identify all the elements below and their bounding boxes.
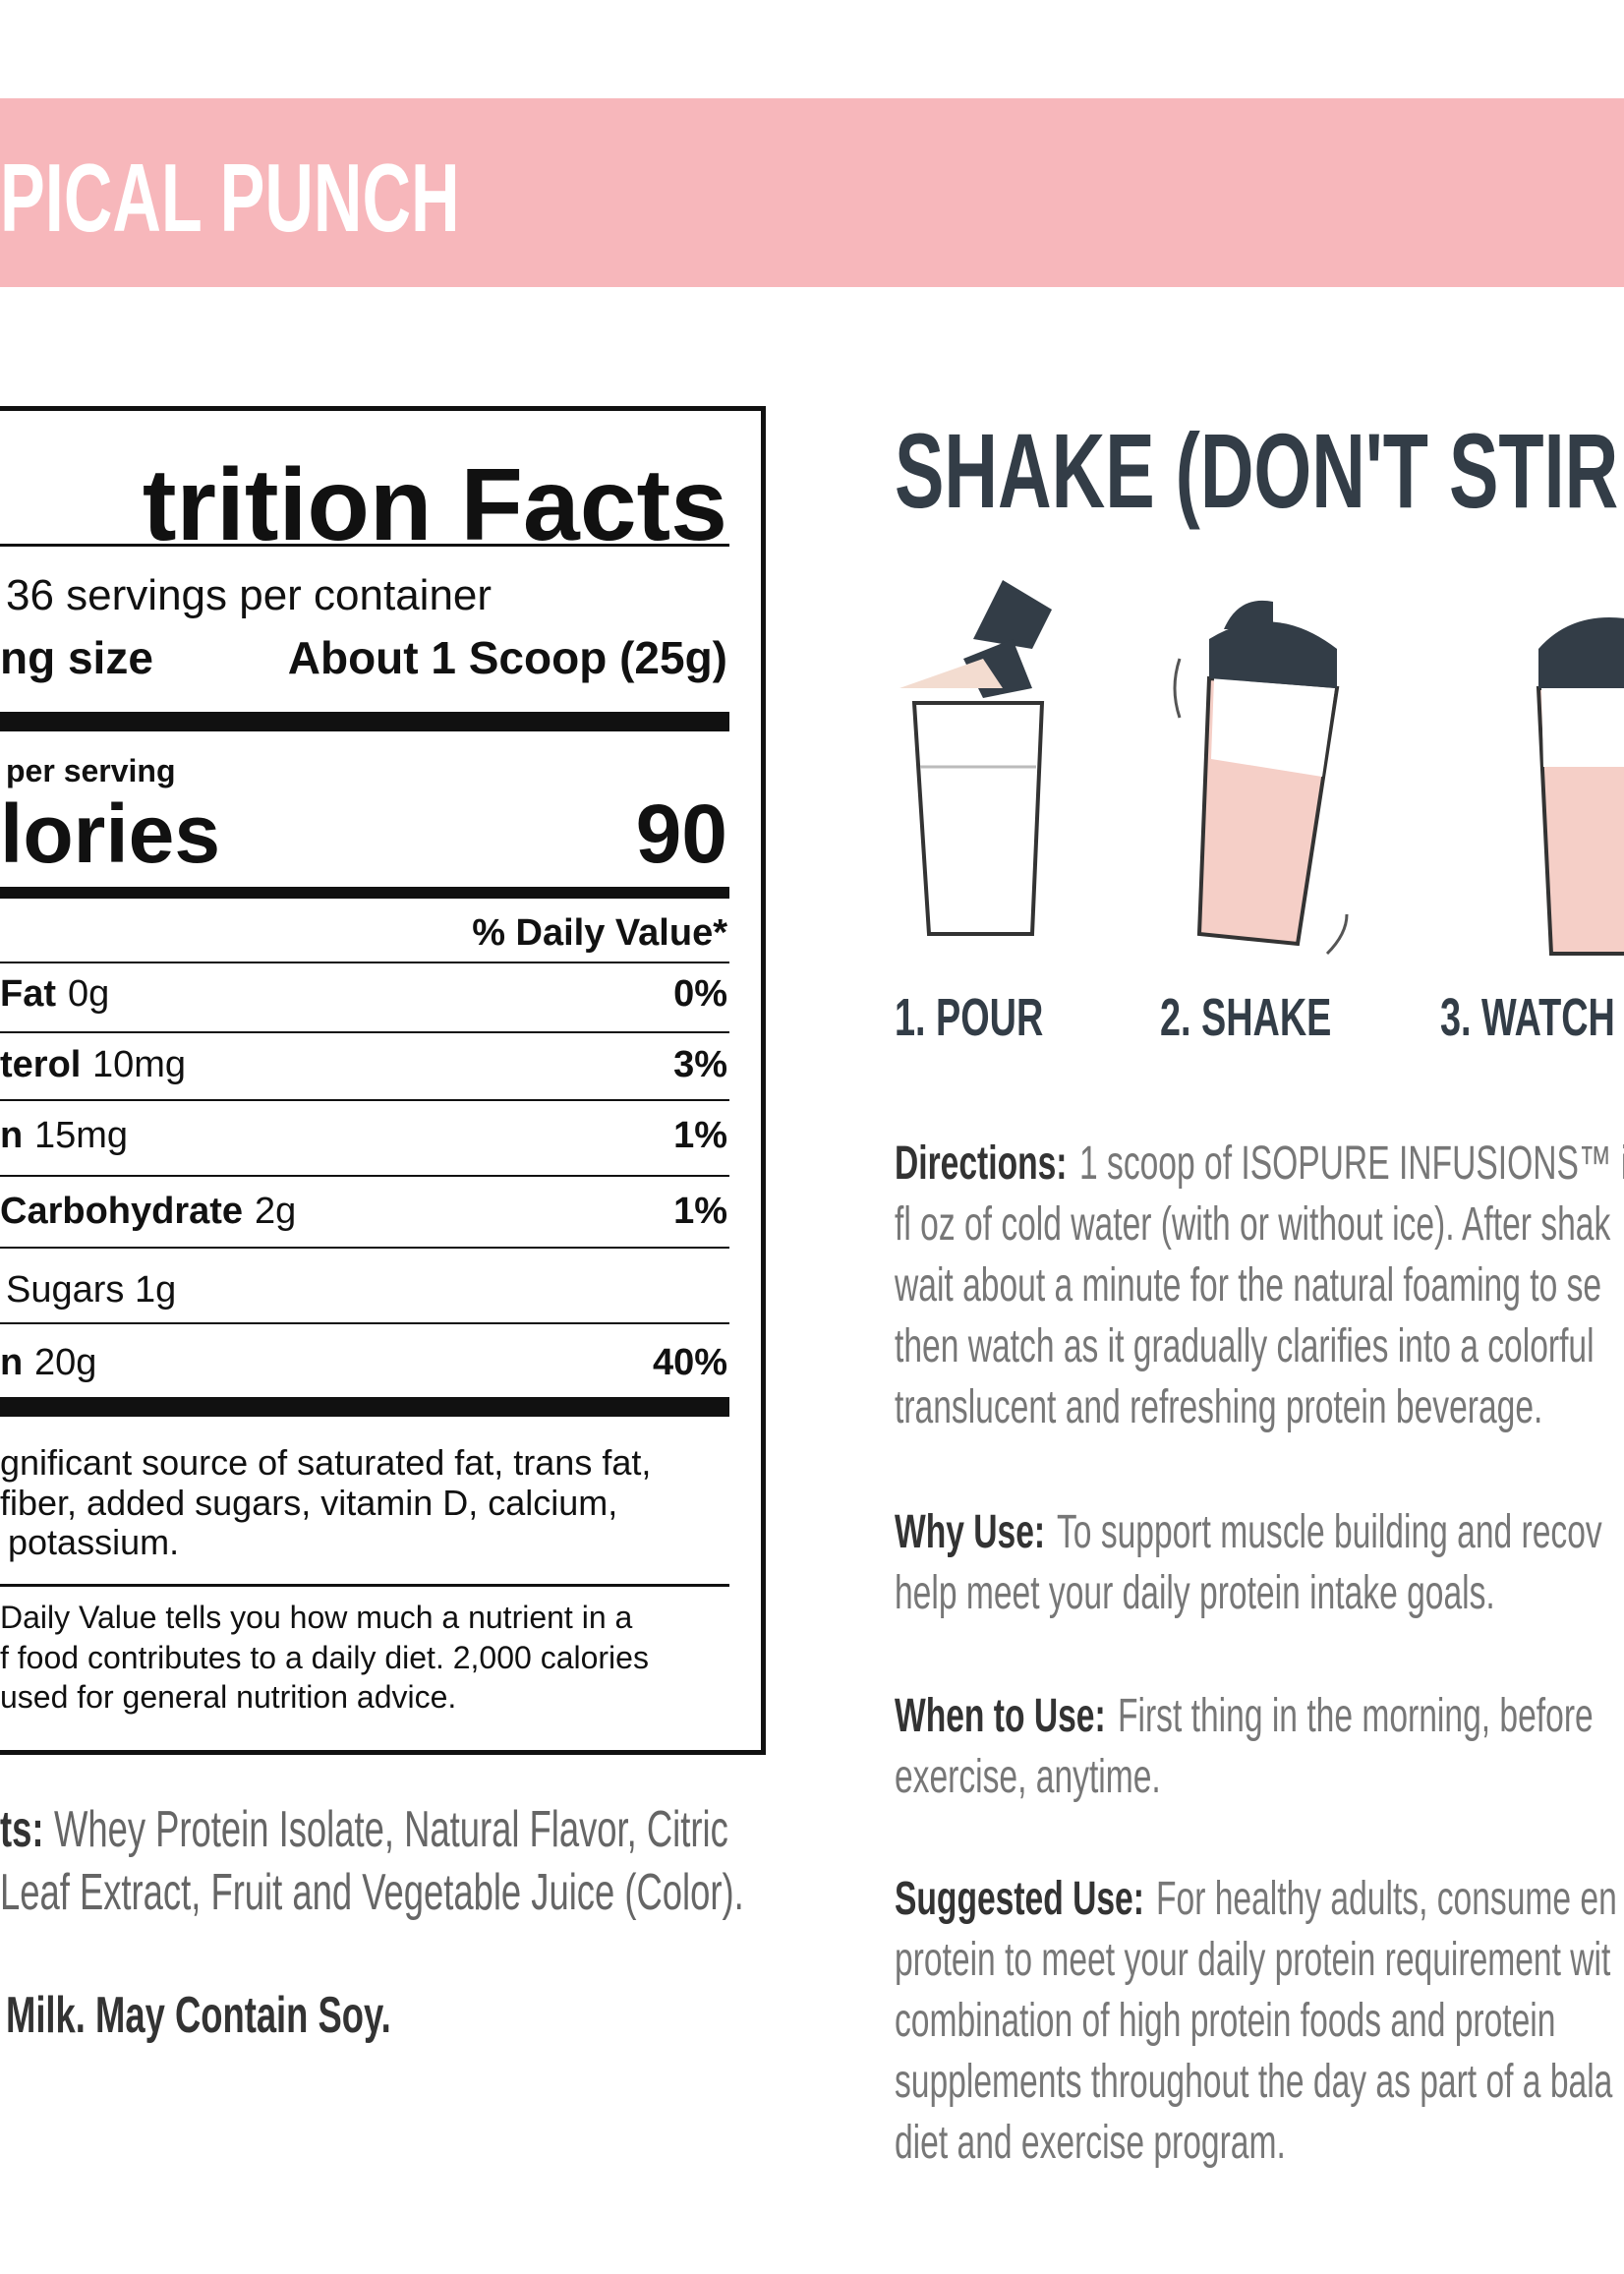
section-line: To support muscle building and recov [1057,1506,1602,1558]
calories-label: lories [0,787,221,880]
nutrient-amount: Sugars 1g [6,1269,177,1311]
daily-value: 1% [673,1115,727,1156]
nutrient-amount: 10mg [92,1044,187,1085]
footnote-line: used for general nutrition advice. [0,1679,457,1715]
row-rule [0,1322,729,1324]
section-label: When to Use: [895,1690,1106,1742]
section-line: 1 scoop of ISOPURE INFUSIONS™ in [1078,1137,1624,1190]
nutrient-name: n [0,1342,24,1383]
nutrient-amount: 20g [34,1342,97,1383]
step-label: 3. WATCH & [1440,988,1624,1047]
amount-label: per serving [6,753,176,788]
ingredients-line: Whey Protein Isolate, Natural Flavor, Ci… [54,1801,728,1858]
rule [0,544,729,547]
daily-value: 1% [673,1191,727,1232]
banner: PICAL PUNCH [0,98,1624,287]
nutrient-name: Fat [0,973,56,1015]
not-significant-line: potassium. [8,1522,180,1562]
medium-rule [0,887,729,899]
section-line: supplements throughout the day as part o… [895,2056,1613,2108]
ingredients-line: Leaf Extract, Fruit and Vegetable Juice … [0,1864,744,1921]
serving-size: About 1 Scoop (25g) [287,632,727,683]
section-line: exercise, anytime. [895,1751,1161,1803]
daily-value: 0% [673,973,727,1015]
serving-size-label: ng size [0,632,153,683]
section-line: fl oz of cold water (with or without ice… [895,1198,1611,1251]
row-rule [0,962,729,963]
banner-title: PICAL PUNCH [0,144,460,252]
daily-value: 3% [673,1044,727,1085]
footnote-line: f food contributes to a daily diet. 2,00… [0,1640,649,1675]
section-line: diet and exercise program. [895,2117,1286,2169]
section-line: First thing in the morning, before [1117,1690,1594,1742]
nutrient-amount: 2g [255,1191,297,1232]
nutrient-name: terol [0,1044,82,1085]
shake-heading: SHAKE (DON'T STIR [895,411,1619,530]
shake-illustrations [899,580,1624,956]
section-line: protein to meet your daily protein requi… [895,1934,1611,1986]
section-line: For healthy adults, consume en [1155,1873,1617,1925]
step-label: 1. POUR [895,988,1044,1047]
row-rule [0,1175,729,1177]
ingredients-label: ts: [0,1801,44,1858]
section-line: then watch as it gradually clarifies int… [895,1320,1595,1372]
row-rule [0,1247,729,1249]
footnote-line: Daily Value tells you how much a nutrien… [0,1600,633,1635]
nutrient-amount: 0g [68,973,110,1015]
nutrient-name: Carbohydrate [0,1191,244,1232]
thick-rule [0,1397,729,1417]
section-label: Directions: [895,1137,1068,1190]
calories: 90 [635,787,727,880]
section-line: help meet your daily protein intake goal… [895,1567,1495,1619]
section-line: combination of high protein foods and pr… [895,1995,1556,2047]
nutrient-name: n [0,1115,24,1156]
section-line: translucent and refreshing protein bever… [895,1381,1543,1433]
thick-rule [0,712,729,731]
nutrient-amount: 15mg [34,1115,129,1156]
section-label: Why Use: [895,1506,1046,1558]
nutrition-panel [0,406,766,1755]
rule [0,1584,729,1587]
row-rule [0,1031,729,1033]
servings: 36 servings per container [6,571,493,619]
allergen: Milk. May Contain Soy. [6,1987,391,2044]
dv-header: % Daily Value* [472,912,727,954]
not-significant-line: gnificant source of saturated fat, trans… [0,1442,652,1483]
section-label: Suggested Use: [895,1873,1144,1925]
nutrition-title: trition Facts [142,448,727,562]
daily-value: 40% [652,1342,727,1383]
row-rule [0,1099,729,1101]
section-line: wait about a minute for the natural foam… [895,1259,1602,1312]
step-label: 2. SHAKE [1160,988,1332,1047]
not-significant-line: fiber, added sugars, vitamin D, calcium, [0,1483,618,1523]
